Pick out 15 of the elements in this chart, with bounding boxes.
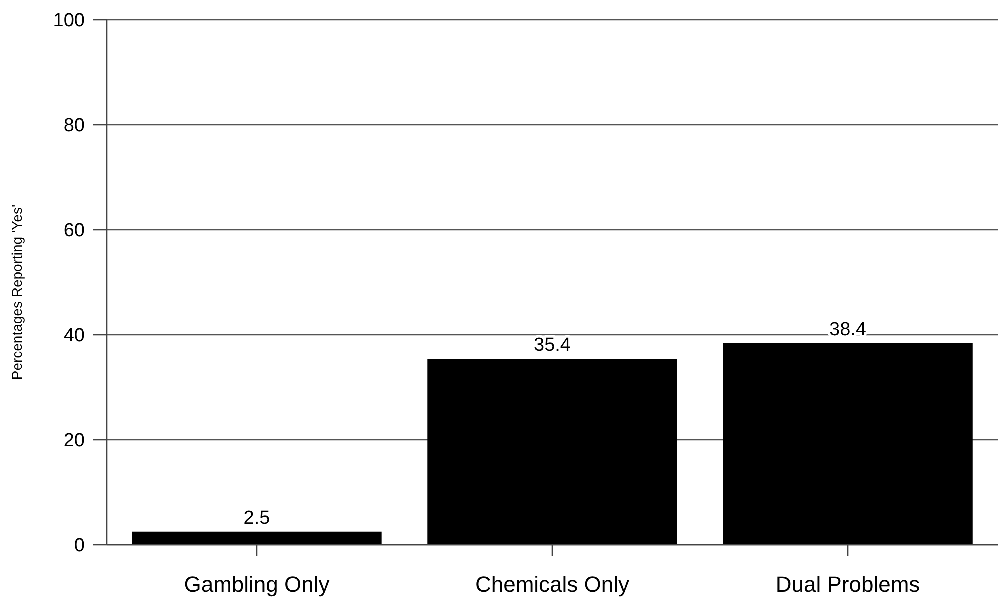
y-tick-label: 80: [64, 116, 85, 137]
y-tick-label: 20: [64, 430, 85, 452]
x-tick-label: Chemicals Only: [475, 572, 630, 597]
bar: [132, 532, 382, 545]
y-tick-label: 0: [74, 536, 85, 557]
y-axis-title: Percentages Reporting 'Yes': [9, 204, 25, 380]
y-tick-label: 40: [64, 326, 85, 347]
x-tick-label: Gambling Only: [184, 572, 330, 597]
bar: [428, 359, 678, 545]
y-tick-label: 100: [53, 10, 85, 32]
y-tick-label: 60: [64, 220, 85, 242]
data-label: 35.4: [534, 335, 572, 356]
bar: [723, 343, 973, 545]
x-tick-label: Dual Problems: [776, 572, 920, 597]
data-label: 2.5: [244, 508, 270, 529]
